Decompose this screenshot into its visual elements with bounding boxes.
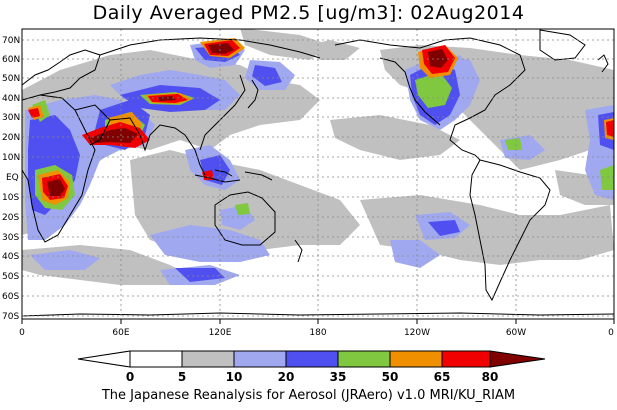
- lat-label: 20N: [2, 133, 20, 143]
- lat-label: 30N: [2, 113, 20, 123]
- colorbar-label: 50: [382, 370, 399, 384]
- lon-label: 60W: [506, 328, 526, 338]
- lat-label: 60S: [2, 292, 19, 302]
- lon-labels: 0 60E 120E 180 120W 60W 0: [19, 328, 614, 338]
- colorbar-segment: [441, 350, 491, 368]
- colorbar-label: 20: [278, 370, 295, 384]
- colorbar-segment: [285, 350, 339, 368]
- lat-label: 40N: [2, 94, 20, 104]
- lon-label: 120E: [209, 328, 232, 338]
- lat-label: 10N: [2, 153, 20, 163]
- colorbar-label: 80: [482, 370, 499, 384]
- lat-label: 40S: [2, 252, 19, 262]
- concentration-field: [22, 29, 614, 285]
- colorbar-segment: [129, 350, 183, 368]
- lat-label: EQ: [6, 173, 19, 183]
- lon-label: 180: [309, 328, 326, 338]
- map-title: Daily Averaged PM2.5 [ug/m3]: 02Aug2014: [92, 2, 525, 24]
- lon-label: 60E: [112, 328, 129, 338]
- lat-label: 60N: [2, 55, 20, 65]
- colorbar-label: 5: [178, 370, 186, 384]
- lat-labels: 70N 60N 50N 40N 30N 20N 10N EQ 10S 20S 3…: [2, 36, 20, 322]
- lon-label: 0: [19, 328, 25, 338]
- lon-ticks: [21, 319, 615, 324]
- lat-label: 70S: [2, 312, 19, 322]
- colorbar-arrow-low: [77, 350, 131, 368]
- colorbar-arrow-high: [489, 350, 546, 368]
- lat-label: 50S: [2, 272, 19, 282]
- lat-label: 70N: [2, 36, 20, 46]
- credit-line: The Japanese Reanalysis for Aerosol (JRA…: [101, 388, 516, 403]
- colorbar-label: 35: [330, 370, 347, 384]
- colorbar-label: 10: [226, 370, 243, 384]
- colorbar-segment: [389, 350, 443, 368]
- colorbar-label: 65: [434, 370, 451, 384]
- lat-label: 20S: [2, 213, 19, 223]
- lat-label: 30S: [2, 233, 19, 243]
- lon-label: 0: [608, 328, 614, 338]
- lat-lon-grid: [22, 29, 614, 319]
- lat-label: 10S: [2, 193, 19, 203]
- colorbar-segment: [337, 350, 391, 368]
- colorbar-segment: [181, 350, 235, 368]
- colorbar: 0 5 10 20 35 50 65 80: [77, 350, 546, 384]
- colorbar-label: 0: [126, 370, 134, 384]
- colorbar-segment: [233, 350, 287, 368]
- lon-label: 120W: [404, 328, 430, 338]
- lat-label: 50N: [2, 74, 20, 84]
